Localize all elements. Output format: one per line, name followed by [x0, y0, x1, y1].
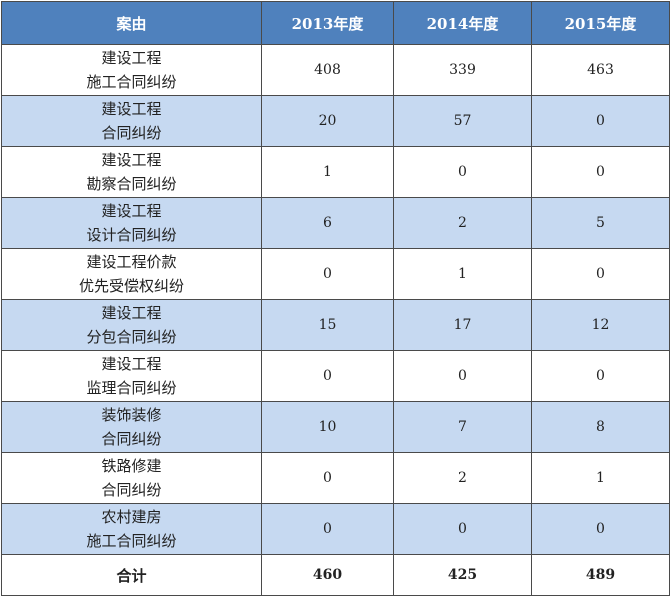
count-2013: 6	[261, 197, 394, 249]
cause-cell: 建设工程 设计合同纠纷	[1, 197, 262, 249]
header-cause: 案由	[1, 1, 262, 45]
cause-line-2: 合同纠纷	[101, 481, 162, 499]
table-row: 农村建房 施工合同纠纷 0 0 0	[1, 503, 670, 555]
cause-cell: 装饰装修 合同纠纷	[1, 401, 262, 453]
table-row: 建设工程价款 优先受偿权纠纷 0 1 0	[1, 248, 670, 300]
table-row: 装饰装修 合同纠纷 10 7 8	[1, 401, 670, 453]
count-2014: 0	[393, 503, 532, 555]
cause-line-1: 建设工程	[101, 355, 162, 373]
cause-line-2: 施工合同纠纷	[86, 532, 177, 550]
cause-cell: 农村建房 施工合同纠纷	[1, 503, 262, 555]
count-2015: 0	[531, 248, 670, 300]
count-2014: 0	[393, 146, 532, 198]
count-2015: 463	[531, 44, 670, 96]
count-2014: 7	[393, 401, 532, 453]
cause-line-2: 分包合同纠纷	[86, 328, 177, 346]
count-2014: 1	[393, 248, 532, 300]
cause-cell: 建设工程 合同纠纷	[1, 95, 262, 147]
count-2013: 15	[261, 299, 394, 351]
total-2013: 460	[261, 554, 394, 596]
count-2013: 0	[261, 503, 394, 555]
count-2014: 17	[393, 299, 532, 351]
count-2014: 2	[393, 197, 532, 249]
cause-line-2: 设计合同纠纷	[86, 226, 177, 244]
cause-line-2: 施工合同纠纷	[86, 73, 177, 91]
table-row: 建设工程 监理合同纠纷 0 0 0	[1, 350, 670, 402]
cause-line-1: 装饰装修	[101, 406, 162, 424]
count-2013: 1	[261, 146, 394, 198]
count-2015: 5	[531, 197, 670, 249]
count-2014: 339	[393, 44, 532, 96]
cause-cell: 建设工程 监理合同纠纷	[1, 350, 262, 402]
cause-line-2: 合同纠纷	[101, 124, 162, 142]
cause-line-2: 监理合同纠纷	[86, 379, 177, 397]
cause-cell: 建设工程 施工合同纠纷	[1, 44, 262, 96]
count-2015: 8	[531, 401, 670, 453]
count-2013: 0	[261, 248, 394, 300]
count-2013: 0	[261, 350, 394, 402]
count-2015: 0	[531, 146, 670, 198]
header-row: 案由 2013年度 2014年度 2015年度	[1, 1, 670, 45]
header-2013: 2013年度	[261, 1, 394, 45]
cause-line-1: 农村建房	[101, 508, 162, 526]
cause-line-2: 合同纠纷	[101, 430, 162, 448]
count-2013: 20	[261, 95, 394, 147]
cause-line-2: 优先受偿权纠纷	[78, 277, 184, 295]
table-row: 建设工程 设计合同纠纷 6 2 5	[1, 197, 670, 249]
count-2015: 12	[531, 299, 670, 351]
table-header: 案由 2013年度 2014年度 2015年度	[1, 1, 670, 45]
table-footer: 合计 460 425 489	[1, 554, 670, 596]
table-body: 建设工程 施工合同纠纷 408 339 463 建设工程 合同纠纷 20 57 …	[1, 44, 670, 555]
cause-line-2: 勘察合同纠纷	[86, 175, 177, 193]
table-row: 建设工程 勘察合同纠纷 1 0 0	[1, 146, 670, 198]
cause-cell: 建设工程价款 优先受偿权纠纷	[1, 248, 262, 300]
count-2014: 0	[393, 350, 532, 402]
total-2014: 425	[393, 554, 532, 596]
table-row: 建设工程 合同纠纷 20 57 0	[1, 95, 670, 147]
cause-line-1: 建设工程	[101, 304, 162, 322]
count-2013: 0	[261, 452, 394, 504]
cause-line-1: 铁路修建	[101, 457, 162, 475]
count-2015: 0	[531, 350, 670, 402]
table-row: 铁路修建 合同纠纷 0 2 1	[1, 452, 670, 504]
table-row: 建设工程 分包合同纠纷 15 17 12	[1, 299, 670, 351]
cause-cell: 铁路修建 合同纠纷	[1, 452, 262, 504]
total-row: 合计 460 425 489	[1, 554, 670, 596]
cause-line-1: 建设工程	[101, 49, 162, 67]
count-2014: 2	[393, 452, 532, 504]
count-2015: 0	[531, 503, 670, 555]
cause-line-1: 建设工程价款	[86, 253, 177, 271]
count-2014: 57	[393, 95, 532, 147]
count-2013: 408	[261, 44, 394, 96]
cause-line-1: 建设工程	[101, 202, 162, 220]
cause-line-1: 建设工程	[101, 151, 162, 169]
count-2013: 10	[261, 401, 394, 453]
cause-cell: 建设工程 勘察合同纠纷	[1, 146, 262, 198]
total-label: 合计	[1, 554, 262, 596]
cause-line-1: 建设工程	[101, 100, 162, 118]
total-2015: 489	[531, 554, 670, 596]
count-2015: 0	[531, 95, 670, 147]
header-2015: 2015年度	[531, 1, 670, 45]
header-2014: 2014年度	[393, 1, 532, 45]
table-row: 建设工程 施工合同纠纷 408 339 463	[1, 44, 670, 96]
count-2015: 1	[531, 452, 670, 504]
cause-cell: 建设工程 分包合同纠纷	[1, 299, 262, 351]
